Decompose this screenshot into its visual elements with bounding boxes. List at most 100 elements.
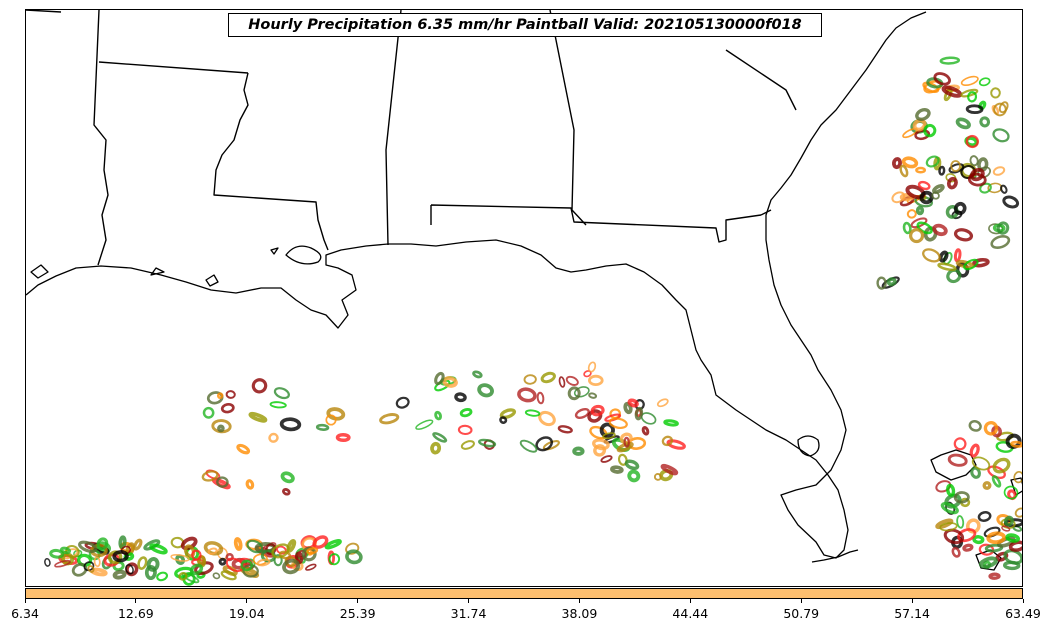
precip-object	[71, 562, 88, 577]
precip-object	[149, 543, 168, 555]
precip-object	[524, 409, 541, 417]
precip-object	[943, 528, 965, 545]
precip-object	[624, 459, 640, 471]
precip-object	[956, 515, 965, 529]
map-title: Hourly Precipitation 6.35 mm/hr Paintbal…	[228, 13, 822, 37]
precip-object	[96, 537, 109, 551]
colorbar-tick	[468, 599, 470, 603]
precip-object	[938, 165, 946, 176]
precip-object	[986, 531, 1007, 545]
precip-object	[315, 423, 330, 431]
precip-object	[87, 565, 95, 573]
precip-object	[950, 160, 961, 172]
precip-object	[953, 437, 967, 451]
precip-object	[992, 128, 1010, 143]
precip-object	[345, 549, 363, 565]
precip-object	[1000, 184, 1008, 194]
precip-object	[983, 421, 999, 436]
precip-object	[523, 374, 537, 385]
precip-object	[660, 463, 679, 476]
precip-object	[590, 404, 605, 417]
precip-object	[977, 511, 992, 522]
coastline	[26, 11, 1022, 571]
precip-object	[972, 257, 990, 268]
precip-object	[971, 456, 991, 471]
precip-object	[517, 387, 537, 403]
precip-object	[567, 386, 581, 401]
precip-object	[941, 85, 963, 98]
precip-object	[220, 402, 235, 414]
precip-object	[910, 217, 928, 229]
colorbar-tick-label: 44.44	[672, 606, 709, 621]
precip-object	[963, 258, 979, 271]
precip-object	[144, 564, 157, 581]
precipitation-paintball-layer	[44, 56, 1022, 586]
precip-object	[965, 134, 979, 149]
precip-object	[538, 410, 556, 427]
colorbar-tick	[578, 599, 580, 603]
precip-object	[379, 413, 400, 425]
precip-object	[939, 522, 958, 532]
precip-object	[663, 419, 679, 427]
precip-object	[996, 221, 1010, 235]
precip-object	[661, 435, 674, 447]
precip-object	[251, 378, 268, 394]
precip-object	[280, 471, 295, 484]
precip-object	[156, 571, 169, 582]
precip-object	[587, 361, 597, 373]
precip-object	[957, 528, 977, 543]
precip-object	[83, 561, 95, 572]
precip-object	[1005, 533, 1021, 543]
precip-object	[587, 374, 604, 386]
precip-object	[536, 391, 545, 405]
map-panel	[25, 9, 1023, 587]
precip-object	[306, 547, 319, 555]
precip-object	[968, 420, 982, 432]
precip-object	[112, 550, 129, 563]
precip-object	[137, 556, 148, 570]
precip-object	[268, 432, 279, 443]
colorbar-tick-label: 57.14	[894, 606, 931, 621]
precip-object	[947, 453, 968, 467]
precip-object	[395, 396, 410, 409]
precip-object	[499, 416, 508, 424]
precip-object	[225, 390, 236, 399]
precip-object	[78, 540, 98, 553]
colorbar-tick	[800, 599, 802, 603]
precip-object	[59, 546, 72, 555]
map-canvas	[26, 10, 1022, 586]
precip-object	[107, 550, 123, 564]
precip-object	[146, 557, 160, 572]
precip-object	[345, 542, 360, 555]
precip-object	[593, 444, 607, 457]
precip-object	[415, 419, 434, 430]
alabama-georgia-border	[549, 10, 587, 226]
precip-object	[600, 455, 613, 463]
precip-object	[972, 535, 985, 545]
precip-object	[133, 538, 143, 551]
precip-object	[240, 559, 254, 572]
precip-object	[324, 539, 342, 550]
precip-object	[1013, 470, 1022, 484]
precip-object	[617, 453, 628, 466]
precip-object	[953, 491, 970, 504]
precip-object	[932, 184, 945, 194]
precip-object	[623, 436, 630, 448]
colorbar-tick	[357, 599, 359, 603]
precip-object	[969, 155, 979, 167]
colorbar-tick-label: 19.04	[228, 606, 265, 621]
colorbar-tick	[246, 599, 248, 603]
precip-object	[112, 569, 127, 580]
precip-object	[202, 406, 215, 419]
precip-object	[245, 479, 255, 490]
precip-object	[912, 118, 927, 132]
precip-object	[939, 56, 961, 65]
precip-object	[915, 166, 927, 174]
precip-object	[656, 398, 669, 408]
precip-object	[125, 564, 134, 575]
precip-object	[325, 414, 337, 426]
precip-object	[170, 553, 190, 562]
precip-object	[454, 392, 467, 403]
precip-object	[886, 277, 897, 287]
precip-object	[965, 104, 984, 115]
